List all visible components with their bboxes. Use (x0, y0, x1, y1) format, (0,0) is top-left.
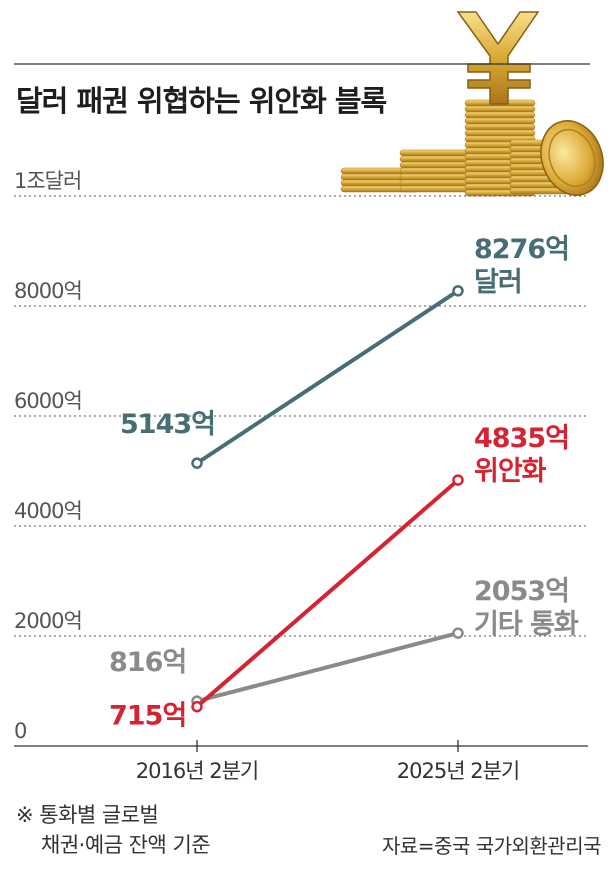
x-tick-label: 2016년 2분기 (136, 759, 258, 783)
gold-coins-illustration (340, 11, 604, 197)
yuan-shape (456, 11, 540, 105)
coin-layer (399, 161, 471, 169)
series-name-label-other: 기타 통화 (474, 609, 579, 640)
yuan-symbol-icon (456, 11, 540, 105)
series-line-yuan (195, 478, 460, 709)
coin-rim (548, 128, 596, 188)
page-title: 달러 패권 위협하는 위안화 블록 (16, 84, 387, 118)
grid-lines (14, 63, 590, 637)
data-label-dollar: 8276억 (474, 234, 569, 265)
y-tick-label: 8000억 (14, 279, 82, 303)
coin-layer (464, 129, 536, 137)
coin-layer (399, 185, 471, 193)
coin-layer (399, 167, 471, 175)
y-tick-label: 1조달러 (14, 169, 81, 193)
data-point-other (452, 627, 464, 639)
data-label-yuan: 715억 (109, 701, 186, 732)
coin-stack (509, 139, 571, 195)
series-lines (191, 285, 464, 713)
data-point-yuan (191, 700, 203, 713)
footnote: ※ 통화별 글로벌 채권·예금 잔액 기준 (16, 800, 211, 860)
y-tick-label: 0 (14, 719, 26, 743)
coin-layer (399, 155, 471, 163)
coin-stack (464, 99, 536, 197)
data-label-yuan: 4835억 (474, 423, 569, 454)
x-axis: 2016년 2분기 2025년 2분기 (14, 740, 588, 783)
footnote-line: ※ 통화별 글로벌 (16, 803, 159, 827)
data-label-other: 816억 (109, 647, 186, 678)
coin-layer (464, 111, 536, 119)
y-tick-label: 4000억 (14, 499, 82, 523)
series-line-other (196, 631, 459, 704)
coin-layer (464, 105, 536, 113)
data-label-other: 2053억 (474, 576, 569, 607)
coin-layer (464, 123, 536, 131)
data-point-yuan (452, 474, 464, 486)
series-name-label-dollar: 달러 (474, 267, 522, 298)
data-label-dollar: 5143억 (120, 409, 215, 440)
coin-stack (399, 149, 471, 193)
source-credit: 자료=중국 국가외환관리국 (381, 834, 602, 858)
coin-layer (464, 117, 536, 125)
coin-layer (399, 149, 471, 157)
y-tick-label: 2000억 (14, 609, 82, 633)
y-tick-label: 6000억 (14, 389, 82, 413)
gold-coin-icon (540, 120, 604, 196)
data-point-dollar (452, 285, 464, 297)
y-axis-labels: 0 2000억 4000억 6000억 8000억 1조달러 (14, 169, 83, 743)
footnote-line: 채권·예금 잔액 기준 (41, 833, 211, 857)
x-tick-label: 2025년 2분기 (397, 759, 519, 783)
series-name-label-yuan: 위안화 (474, 456, 547, 487)
data-point-dollar (191, 457, 203, 469)
series-line-dollar (195, 289, 460, 465)
coin-layer (399, 173, 471, 181)
coin-layer (399, 179, 471, 187)
